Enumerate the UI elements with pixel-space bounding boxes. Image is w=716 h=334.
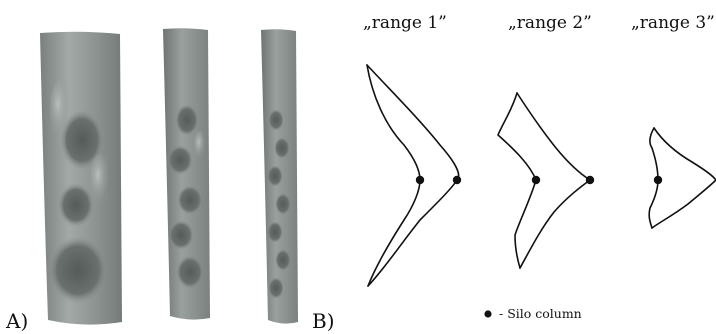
range-1-outline	[366, 64, 462, 287]
silo-column-dot-2a	[531, 175, 541, 185]
silo-column-dot-1b	[452, 175, 462, 185]
legend-label: - Silo column	[499, 306, 582, 321]
panel-b-label: B)	[312, 309, 335, 333]
range-2-outline	[497, 92, 595, 269]
shell-range-2	[163, 28, 210, 320]
silo-column-dot-2b	[585, 175, 595, 185]
legend: - Silo column	[484, 306, 582, 321]
silo-column-dot-3	[653, 175, 663, 185]
shell-range-1	[40, 31, 122, 325]
silo-column-dot-1a	[415, 175, 425, 185]
range-3-title: „range 3”	[631, 13, 715, 33]
range-3-outline	[648, 127, 716, 229]
panel-a-label: A)	[5, 309, 28, 333]
legend-dot	[484, 310, 492, 318]
shell-range-3	[261, 29, 298, 324]
range-2-title: „range 2”	[508, 13, 592, 33]
range-1-title: „range 1”	[363, 13, 447, 33]
